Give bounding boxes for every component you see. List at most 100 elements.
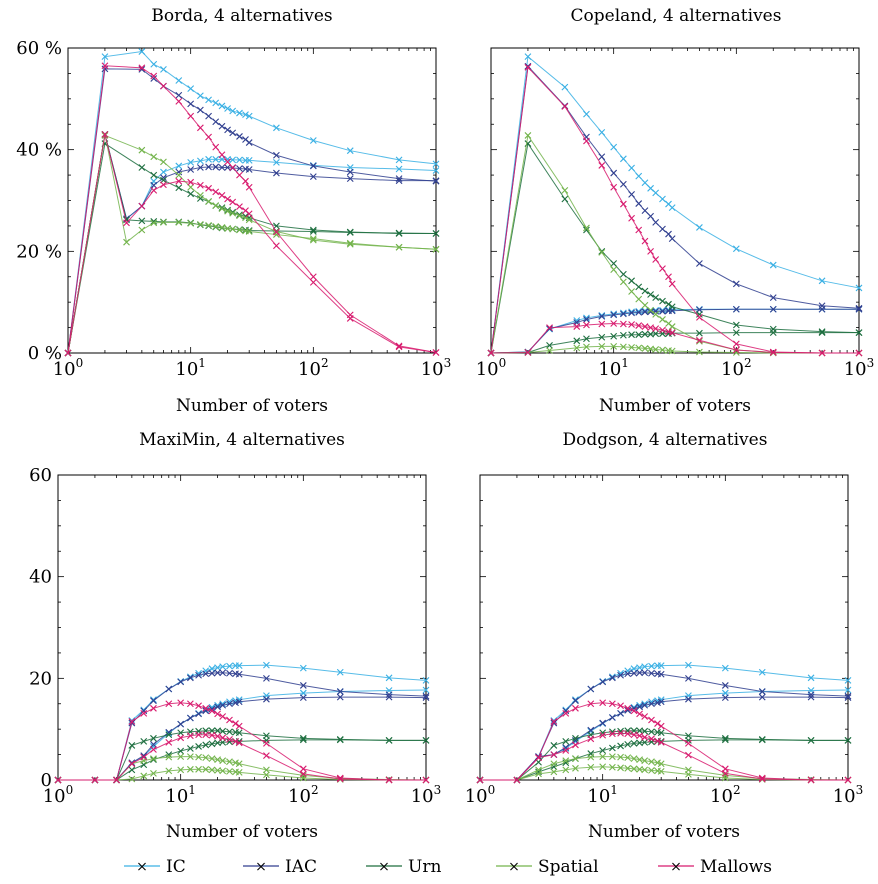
data-point-urn (652, 294, 660, 301)
data-point-urn (138, 164, 146, 171)
data-point-iac (218, 122, 226, 130)
data-point-urn (561, 195, 569, 203)
data-point-urn (150, 171, 158, 179)
data-point-spatial (150, 153, 158, 161)
data-point-mallows (583, 137, 590, 145)
data-point-mallows (619, 320, 627, 328)
data-point-mallows (205, 133, 212, 141)
data-point-iac (150, 697, 157, 705)
data-point-urn (608, 744, 616, 752)
data-point-iac (598, 153, 606, 161)
data-point-iac (196, 164, 204, 171)
x-axis-label: Number of voters (176, 396, 328, 416)
data-point-spatial (175, 171, 183, 179)
data-point-ic (598, 128, 606, 136)
data-point-mallows (432, 349, 440, 356)
data-point-mallows (273, 228, 280, 236)
data-point-spatial (619, 278, 627, 286)
data-point-ic (175, 162, 183, 170)
data-point-ic (628, 308, 635, 316)
data-point-mallows (212, 143, 220, 151)
data-point-urn (150, 734, 157, 742)
data-point-mallows (195, 702, 202, 710)
data-point-mallows (657, 738, 665, 746)
data-point-spatial (583, 224, 590, 232)
data-point-mallows (187, 112, 195, 120)
data-point-spatial (205, 198, 212, 205)
data-point-mallows (659, 265, 666, 273)
data-point-ic (236, 109, 243, 117)
data-point-spatial (224, 207, 231, 215)
data-point-ic (128, 717, 136, 724)
x-tick-label: 100 (476, 356, 507, 380)
data-point-mallows (309, 273, 317, 281)
data-point-mallows (732, 346, 740, 354)
data-point-ic (844, 676, 852, 684)
data-point-spatial (535, 770, 542, 778)
data-point-ic (855, 284, 863, 292)
data-point-mallows (150, 746, 157, 753)
data-point-ic (561, 83, 569, 91)
data-point-iac (236, 165, 243, 172)
data-point-iac (236, 133, 243, 140)
y-tick-label: 0 (41, 770, 52, 791)
data-point-iac (226, 700, 233, 708)
data-point-spatial (608, 753, 616, 761)
data-point-mallows (236, 203, 243, 210)
data-point-mallows (177, 734, 185, 742)
data-point-urn (572, 734, 579, 742)
data-point-iac (175, 168, 183, 176)
data-point-mallows (187, 178, 195, 186)
data-point-urn (668, 303, 676, 311)
data-point-ic (721, 664, 729, 672)
data-point-mallows (235, 739, 243, 747)
data-point-ic (150, 696, 157, 704)
chart-title: MaxiMin, 4 alternatives (139, 430, 345, 450)
data-point-iac (524, 62, 532, 70)
data-point-ic (160, 65, 167, 73)
data-point-spatial (229, 225, 237, 233)
data-point-spatial (202, 754, 210, 762)
data-point-urn (807, 736, 815, 744)
data-point-ic (385, 674, 393, 682)
data-point-mallows (202, 731, 210, 739)
y-tick-label: 40 % (16, 140, 62, 161)
data-point-mallows (123, 219, 130, 227)
data-point-urn (659, 297, 666, 305)
data-point-spatial (624, 764, 632, 772)
series-line-spatial (490, 134, 859, 354)
data-point-iac (205, 163, 212, 171)
data-point-iac (186, 674, 194, 682)
data-point-spatial (219, 757, 227, 765)
data-point-spatial (572, 755, 579, 763)
data-point-iac (226, 669, 233, 677)
data-point-ic (659, 306, 666, 314)
data-point-mallows (641, 713, 649, 720)
data-point-spatial (219, 767, 227, 775)
series-group (487, 53, 863, 357)
data-point-iac (844, 694, 852, 702)
data-point-ic (758, 668, 766, 676)
data-point-mallows (101, 62, 109, 70)
data-point-mallows (617, 702, 624, 710)
data-point-iac (150, 741, 157, 748)
data-point-mallows (561, 103, 569, 110)
data-point-ic (732, 245, 740, 253)
data-point-mallows (617, 729, 624, 737)
x-tick-label: 101 (165, 783, 196, 807)
data-point-spatial (346, 239, 354, 247)
y-tick-label: 40 (29, 567, 52, 588)
data-point-mallows (214, 710, 221, 718)
data-point-urn (140, 737, 148, 745)
data-point-spatial (572, 764, 579, 772)
data-point-spatial (186, 765, 194, 773)
data-point-mallows (696, 314, 703, 321)
data-point-mallows (769, 349, 777, 356)
data-point-urn (599, 747, 607, 754)
data-point-spatial (641, 345, 649, 352)
data-point-mallows (299, 770, 307, 778)
data-point-iac (647, 212, 654, 220)
data-point-iac (599, 719, 607, 727)
data-point-urn (177, 729, 185, 737)
